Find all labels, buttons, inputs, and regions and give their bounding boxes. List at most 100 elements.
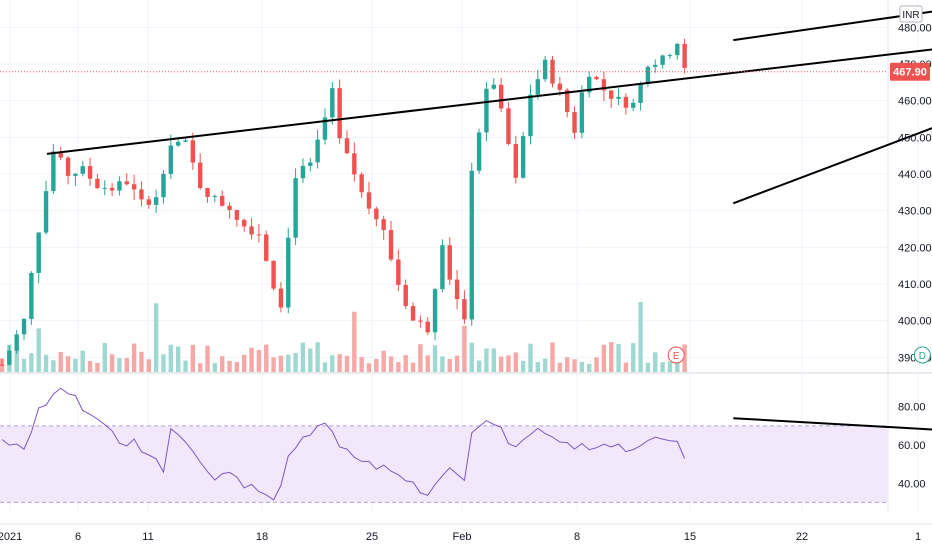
rsi-trendline (733, 417, 932, 431)
volume-bar (462, 325, 467, 372)
volume-bar (58, 351, 63, 372)
volume-bar (87, 361, 93, 372)
candle-body (249, 226, 254, 235)
candle-body (205, 187, 210, 197)
volume-bar (616, 343, 621, 372)
volume-bar (80, 350, 85, 372)
volume-bar (520, 360, 526, 372)
volume-bar (410, 362, 416, 372)
volume-bar (579, 361, 585, 372)
volume-bar (440, 356, 445, 372)
volume-bar (594, 357, 599, 372)
volume-bar (293, 353, 298, 372)
candle-body (58, 151, 63, 158)
volume-bar (139, 351, 144, 372)
candle-body (616, 96, 621, 99)
volume-bar (124, 358, 129, 372)
volume-bar (660, 362, 665, 372)
event-marker-label: D (919, 351, 926, 362)
candle-body (190, 140, 196, 163)
candle-body (337, 88, 342, 139)
candle-body (440, 245, 445, 290)
volume-bar (220, 356, 225, 372)
volume-bar (469, 342, 474, 372)
event-marker-circle (913, 346, 931, 364)
candle-body (528, 94, 533, 137)
volume-bar (109, 354, 115, 372)
volume-bar (256, 349, 262, 372)
candle-body (43, 191, 49, 233)
volume-bar (550, 342, 555, 372)
candle-body (161, 173, 166, 198)
volume-bar (682, 344, 687, 372)
candle-body (14, 334, 19, 351)
candle-body (623, 96, 629, 108)
currency-badge-box (899, 5, 923, 23)
price-tick-label: 460.00 (898, 96, 932, 108)
volume-bar (542, 358, 548, 372)
candle-body (212, 195, 218, 197)
volume-bar (609, 342, 614, 372)
axes: 390.00400.00410.00420.00430.00440.00450.… (0, 22, 932, 543)
price-tick-label: 430.00 (898, 206, 932, 218)
candle-body (572, 112, 577, 133)
volume-bar (418, 344, 423, 372)
rsi-tick-label: 60.00 (898, 440, 926, 452)
time-tick-label: Feb (453, 531, 472, 543)
volume-bar (168, 344, 174, 372)
volume-bar (374, 358, 379, 372)
volume-bar (381, 350, 386, 372)
candle-body (330, 88, 335, 118)
volume-bar (146, 359, 151, 372)
candle-body (491, 84, 496, 89)
candle-body (51, 151, 56, 192)
candle-body (396, 259, 401, 285)
candle-body (594, 76, 599, 80)
volume-bar (359, 357, 364, 372)
candle-body (587, 76, 592, 93)
candle-body (447, 245, 452, 280)
candle-body (645, 66, 651, 84)
candle-body (374, 208, 379, 220)
candle-body (513, 144, 518, 178)
trendlines (0, 10, 932, 431)
candle-body (410, 306, 416, 321)
candle-body (256, 234, 262, 236)
volume-bar (447, 358, 452, 372)
volume-bar (352, 311, 357, 372)
volume-bar (212, 362, 218, 372)
candle-body (146, 199, 151, 205)
candle-body (131, 184, 137, 190)
volume-bar (242, 354, 247, 372)
volume-bars (0, 302, 687, 372)
volume-bar (51, 360, 56, 372)
candle-body (95, 178, 100, 189)
volume-bar (286, 354, 291, 372)
volume-bar (102, 342, 107, 372)
time-tick-label: 6 (75, 531, 81, 543)
candle-body (557, 83, 563, 90)
volume-bar (205, 345, 210, 372)
candle-body (454, 279, 460, 300)
volume-bar (506, 355, 511, 372)
candle-body (29, 272, 34, 319)
volume-bar (491, 348, 496, 372)
candle-body (564, 89, 570, 113)
time-tick-label: 22 (796, 531, 808, 543)
candle-body (344, 138, 350, 154)
volume-bar (366, 363, 372, 372)
price-trendline (732, 127, 932, 205)
volume-bar (153, 303, 159, 372)
candle-body (7, 350, 12, 365)
time-tick-label: 25 (366, 531, 378, 543)
time-tick-label: 15 (684, 531, 696, 543)
candle-body (278, 288, 284, 308)
volume-bar (197, 363, 203, 372)
volume-bar (278, 355, 284, 372)
candle-body (73, 173, 78, 176)
candle-body (418, 320, 423, 322)
candle-body (675, 43, 680, 56)
volume-bar (234, 362, 240, 372)
candle-body (234, 209, 240, 220)
candle-body (21, 318, 27, 335)
